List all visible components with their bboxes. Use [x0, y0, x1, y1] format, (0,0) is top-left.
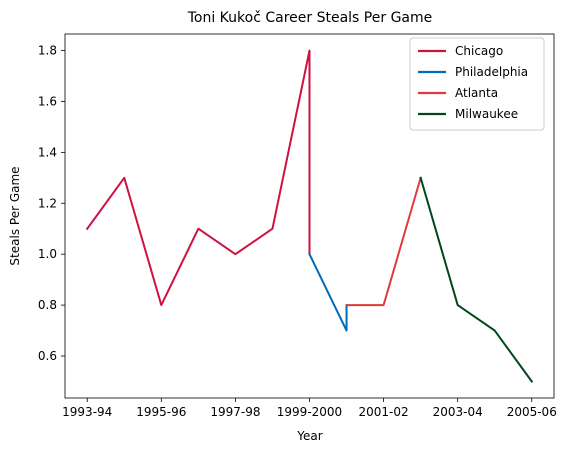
y-tick-label: 1.0: [38, 247, 57, 261]
x-tick-label: 2005-06: [507, 405, 557, 419]
y-tick-label: 0.8: [38, 298, 57, 312]
legend-label-chicago: Chicago: [455, 44, 503, 58]
x-tick-label: 2001-02: [359, 405, 409, 419]
y-tick-label: 1.2: [38, 196, 57, 210]
x-axis-label: Year: [296, 429, 322, 443]
x-tick-label: 1995-96: [136, 405, 186, 419]
y-tick-label: 1.6: [38, 94, 57, 108]
y-axis: 0.6 0.8 1.0 1.2 1.4 1.6 1.8: [38, 44, 65, 363]
y-tick-label: 1.4: [38, 145, 57, 159]
series-line-atlanta: [345, 176, 422, 307]
series-line-milwaukee: [419, 176, 534, 383]
legend: Chicago Philadelphia Atlanta Milwaukee: [409, 37, 545, 131]
series-line-chicago: [85, 49, 311, 307]
legend-label-milwaukee: Milwaukee: [455, 107, 518, 121]
legend-label-atlanta: Atlanta: [455, 86, 498, 100]
y-tick-label: 1.8: [38, 44, 57, 58]
y-tick-label: 0.6: [38, 349, 57, 363]
series-line-philadelphia: [308, 252, 348, 332]
x-axis: 1993-94 1995-96 1997-98 1999-2000 2001-02 200…: [62, 398, 557, 419]
legend-frame: [409, 37, 545, 131]
y-axis-label: Steals Per Game: [8, 166, 22, 265]
x-tick-label: 1997-98: [210, 405, 260, 419]
x-tick-label: 2003-04: [433, 405, 483, 419]
plot-lines: [85, 49, 534, 383]
x-tick-label: 1999-2000: [277, 405, 342, 419]
x-tick-label: 1993-94: [62, 405, 112, 419]
legend-label-philadelphia: Philadelphia: [455, 65, 528, 79]
plot-frame: [64, 33, 555, 399]
chart-title: Toni Kukoč Career Steals Per Game: [187, 10, 433, 26]
